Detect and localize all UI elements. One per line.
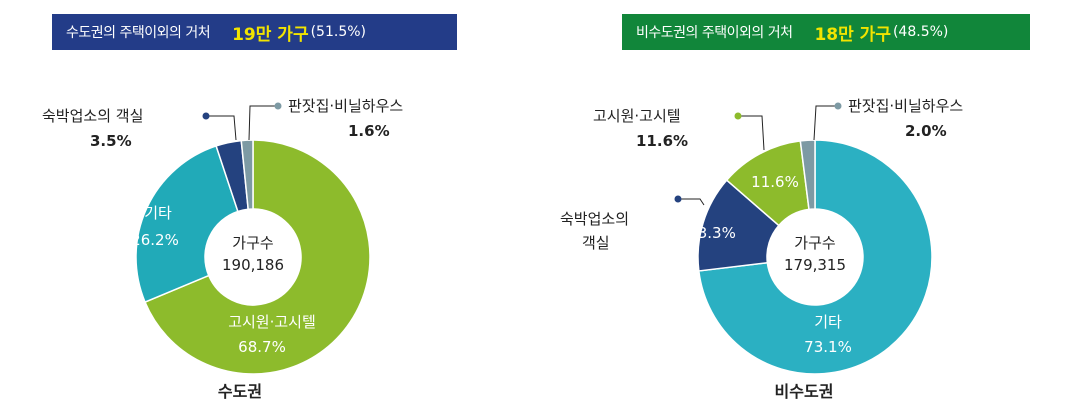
donut-noncapital-slices (697, 139, 933, 375)
callout-value-lodging-capital: 3.5% (90, 132, 132, 150)
leader-line-lodging-noncapital (678, 198, 705, 206)
slice-value-gosiwon-capital: 68.7% (238, 338, 286, 356)
donut-capital: 가구수 190,186 고시원·고시텔 68.7% 기타 26.2% 숙박업소의… (42, 97, 403, 401)
leader-dot-lodging-noncapital (674, 195, 682, 203)
callout-value-gosiwon-noncapital: 11.6% (636, 132, 688, 150)
slice-value-other-capital: 26.2% (131, 231, 179, 249)
callout-value-shack-capital: 1.6% (348, 122, 390, 140)
center-value-noncapital: 179,315 (784, 256, 846, 274)
header-noncapital-label: 비수도권의 주택이외의 거처 (636, 25, 793, 41)
slice-capital-first (144, 139, 371, 375)
slice-noncapital-fourth (799, 139, 816, 211)
header-capital-label: 수도권의 주택이외의 거처 (66, 25, 211, 41)
donut-capital-slices (135, 139, 371, 375)
header-noncapital-share: (48.5%) (892, 24, 949, 40)
slice-label-gosiwon-capital: 고시원·고시텔 (228, 313, 316, 331)
header-noncapital: 비수도권의 주택이외의 거처 18만 가구 (48.5%) (622, 14, 1030, 50)
leader-dot-lodging-capital (202, 112, 210, 120)
header-capital-share: (51.5%) (310, 24, 366, 40)
slice-label-other-noncapital: 기타 (814, 313, 842, 331)
leader-dot-shack-noncapital (834, 102, 842, 110)
leader-line-gosiwon-noncapital (738, 115, 765, 151)
leader-dot-shack-capital (274, 102, 282, 110)
callout-label-shack-noncapital: 판잣집·비닐하우스 (848, 97, 963, 115)
leader-line-lodging-capital (206, 115, 237, 141)
center-value-capital: 190,186 (222, 256, 284, 274)
leader-line-shack-capital (248, 105, 278, 141)
header-noncapital-value: 18만 가구 (814, 24, 891, 45)
slice-label-other-capital: 기타 (144, 204, 172, 222)
leader-line-shack-noncapital (813, 105, 838, 141)
callout-label-gosiwon-noncapital: 고시원·고시텔 (593, 107, 681, 125)
center-label-capital: 가구수 (232, 234, 273, 252)
region-title-capital: 수도권 (218, 382, 262, 401)
leader-dot-gosiwon-noncapital (734, 112, 742, 120)
header-capital-value: 19만 가구 (232, 24, 309, 45)
callout-label-lodging-capital: 숙박업소의 객실 (42, 107, 143, 125)
center-label-noncapital: 가구수 (794, 234, 835, 252)
callout-value-shack-noncapital: 2.0% (905, 122, 947, 140)
slice-value-lodging-noncapital: 13.3% (688, 224, 736, 242)
callout-label-lodging-noncapital-1: 숙박업소의 (560, 210, 629, 228)
callout-label-shack-capital: 판잣집·비닐하우스 (288, 97, 403, 115)
region-title-noncapital: 비수도권 (775, 382, 834, 401)
slice-capital-second (135, 145, 239, 304)
donut-noncapital: 가구수 179,315 기타 73.1% 13.3% 11.6% 고시원·고시텔… (560, 97, 963, 401)
slice-noncapital-first (697, 139, 933, 375)
header-capital: 수도권의 주택이외의 거처 19만 가구 (51.5%) (52, 14, 457, 50)
slice-capital-fourth (240, 139, 254, 211)
slice-value-other-noncapital: 73.1% (804, 338, 852, 356)
callout-label-lodging-noncapital-2: 객실 (582, 234, 610, 252)
slice-value-gosiwon-noncapital: 11.6% (751, 173, 799, 191)
